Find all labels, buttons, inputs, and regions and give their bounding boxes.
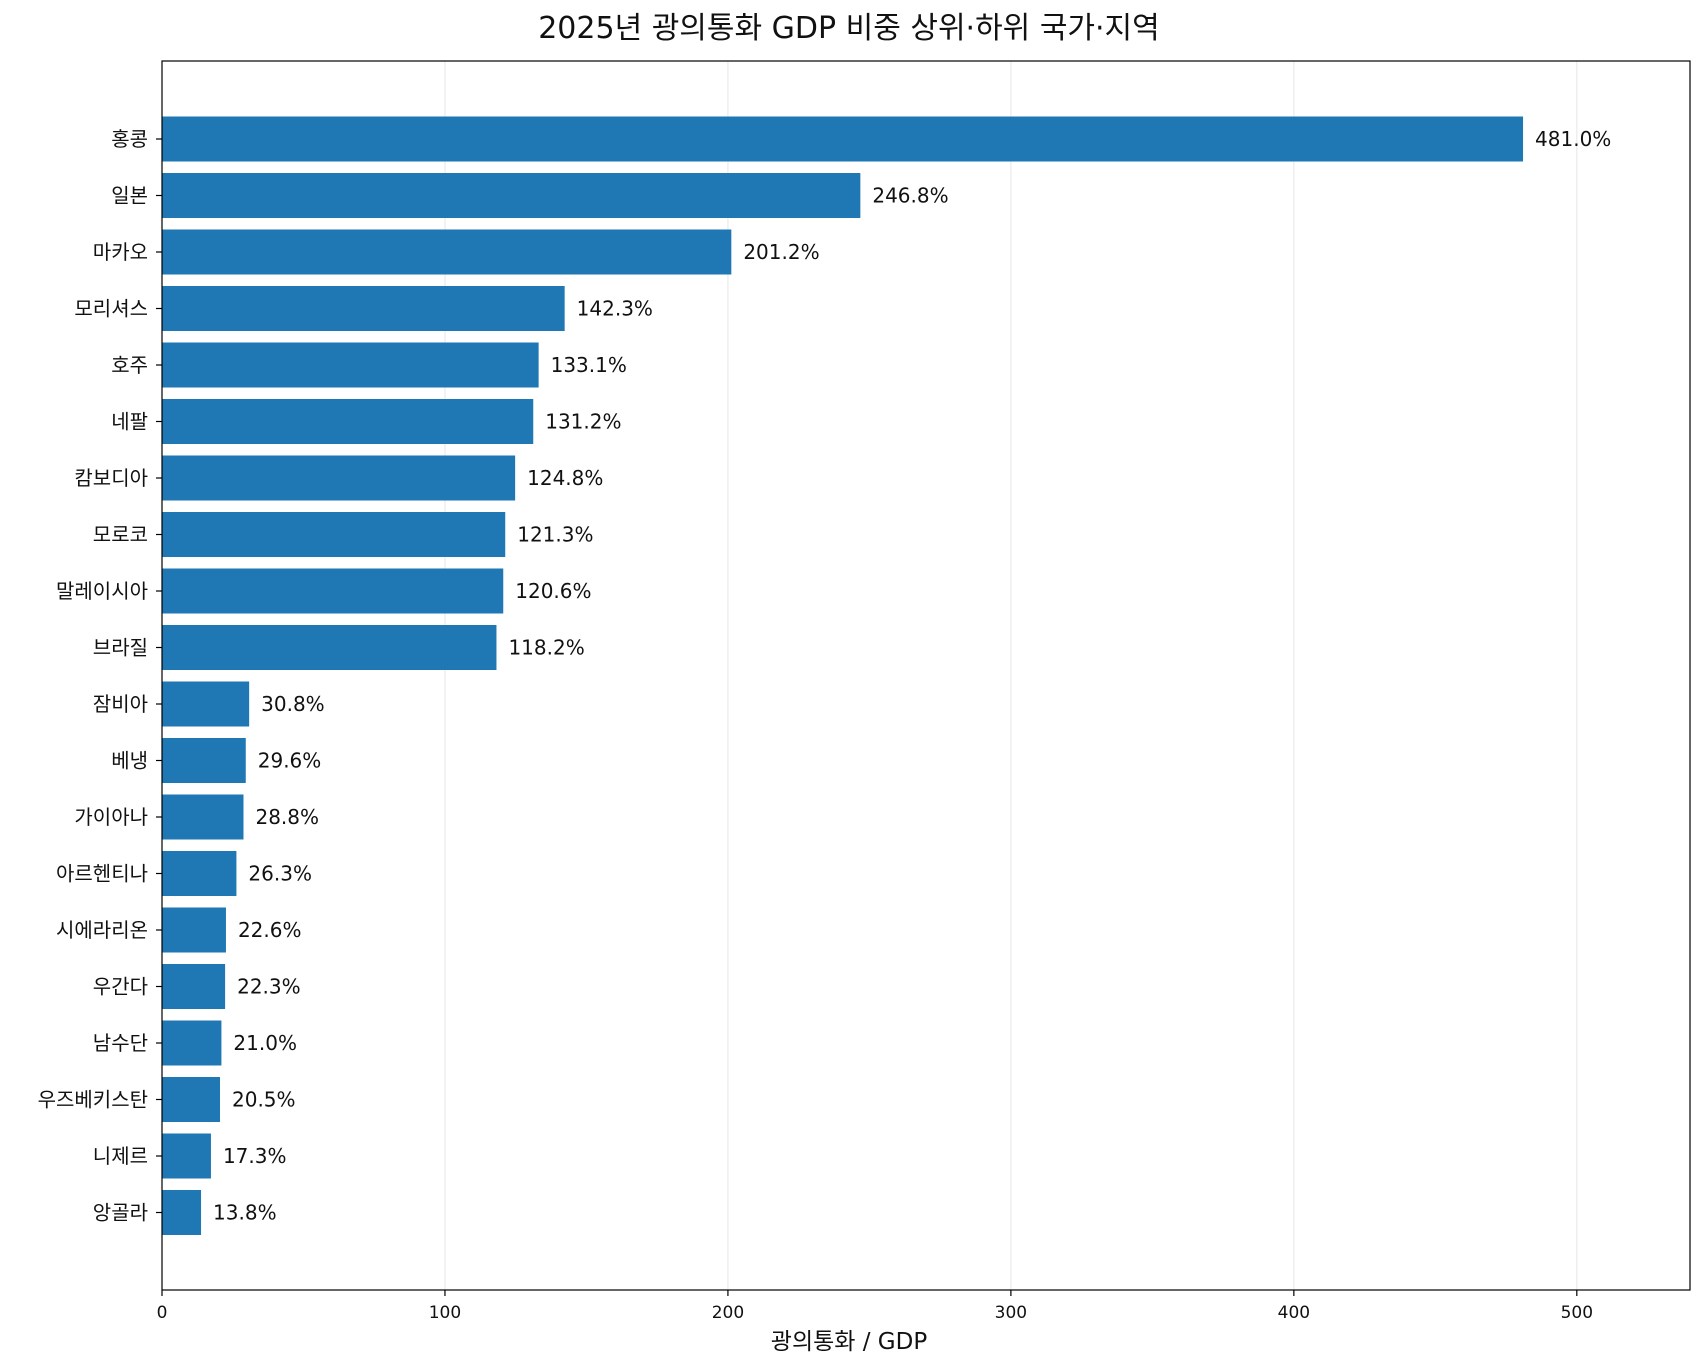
data-label: 142.3% bbox=[577, 297, 653, 321]
category-label: 브라질 bbox=[93, 636, 148, 660]
category-label: 호주 bbox=[111, 353, 148, 377]
x-tick-label: 500 bbox=[1561, 1303, 1593, 1323]
labels-layer: 홍콩 481.0% 일본 246.8% 마카오 201.2% 모리셔스 142.3% 호주 133… bbox=[38, 127, 1612, 1225]
category-label: 가이아나 bbox=[74, 805, 148, 829]
plot-frame bbox=[161, 60, 1691, 1291]
x-tick-label: 0 bbox=[157, 1303, 168, 1323]
data-label: 17.3% bbox=[223, 1144, 287, 1168]
data-label: 20.5% bbox=[232, 1088, 296, 1112]
bar bbox=[162, 851, 237, 896]
category-label: 말레이시아 bbox=[56, 579, 148, 603]
x-axis-label: 광의통화 / GDP bbox=[771, 1329, 928, 1355]
bar bbox=[162, 116, 1524, 162]
data-label: 131.2% bbox=[545, 410, 621, 434]
category-label: 시에라리온 bbox=[56, 918, 148, 942]
category-label: 잠비아 bbox=[93, 692, 148, 716]
x-tick-label: 300 bbox=[995, 1303, 1027, 1323]
category-label: 모로코 bbox=[93, 523, 148, 547]
bar bbox=[162, 1190, 202, 1235]
data-label: 118.2% bbox=[508, 636, 584, 660]
category-label: 우간다 bbox=[93, 975, 148, 999]
data-label: 26.3% bbox=[248, 862, 312, 886]
data-label: 201.2% bbox=[743, 240, 819, 264]
data-label: 481.0% bbox=[1535, 127, 1611, 151]
data-label: 124.8% bbox=[527, 466, 603, 490]
category-label: 모리셔스 bbox=[74, 297, 148, 321]
x-tick-label: 100 bbox=[429, 1303, 461, 1323]
bars-layer bbox=[162, 116, 1524, 1235]
data-label: 22.3% bbox=[237, 975, 301, 999]
bar bbox=[162, 512, 506, 557]
category-label: 일본 bbox=[111, 184, 148, 208]
bar bbox=[162, 1133, 211, 1179]
data-label: 120.6% bbox=[515, 579, 591, 603]
data-label: 133.1% bbox=[551, 353, 627, 377]
data-label: 29.6% bbox=[258, 749, 322, 773]
data-label: 13.8% bbox=[213, 1201, 277, 1225]
data-label: 28.8% bbox=[255, 805, 319, 829]
bar bbox=[162, 738, 246, 783]
category-label: 네팔 bbox=[111, 410, 148, 434]
bar bbox=[162, 1077, 221, 1122]
category-label: 남수단 bbox=[93, 1031, 148, 1055]
bar bbox=[162, 173, 861, 218]
category-label: 우즈베키스탄 bbox=[38, 1088, 148, 1112]
bar bbox=[162, 794, 244, 840]
chart-title: 2025년 광의통화 GDP 비중 상위·하위 국가·지역 bbox=[538, 11, 1160, 46]
category-label: 홍콩 bbox=[111, 127, 148, 151]
bar bbox=[162, 286, 565, 331]
data-label: 30.8% bbox=[261, 692, 325, 716]
category-label: 아르헨티나 bbox=[56, 862, 148, 886]
bar bbox=[162, 455, 516, 501]
category-label: 캄보디아 bbox=[74, 466, 148, 490]
bar bbox=[162, 568, 504, 614]
category-label: 마카오 bbox=[93, 240, 148, 264]
bar bbox=[162, 229, 732, 275]
x-tick-label: 200 bbox=[712, 1303, 744, 1323]
category-label: 니제르 bbox=[93, 1144, 148, 1168]
bar bbox=[162, 399, 534, 444]
category-label: 베냉 bbox=[111, 749, 148, 773]
category-label: 앙골라 bbox=[93, 1201, 148, 1225]
data-label: 246.8% bbox=[872, 184, 948, 208]
bar bbox=[162, 681, 250, 727]
data-label: 21.0% bbox=[233, 1031, 297, 1055]
data-label: 121.3% bbox=[517, 523, 593, 547]
bar bbox=[162, 964, 226, 1009]
x-tick-label: 400 bbox=[1278, 1303, 1310, 1323]
bar bbox=[162, 625, 497, 670]
bar bbox=[162, 342, 539, 388]
axes-layer: 0 100 200 300 400 500 bbox=[156, 60, 1691, 1323]
bar bbox=[162, 907, 226, 953]
bar bbox=[162, 1020, 222, 1066]
data-label: 22.6% bbox=[238, 918, 302, 942]
